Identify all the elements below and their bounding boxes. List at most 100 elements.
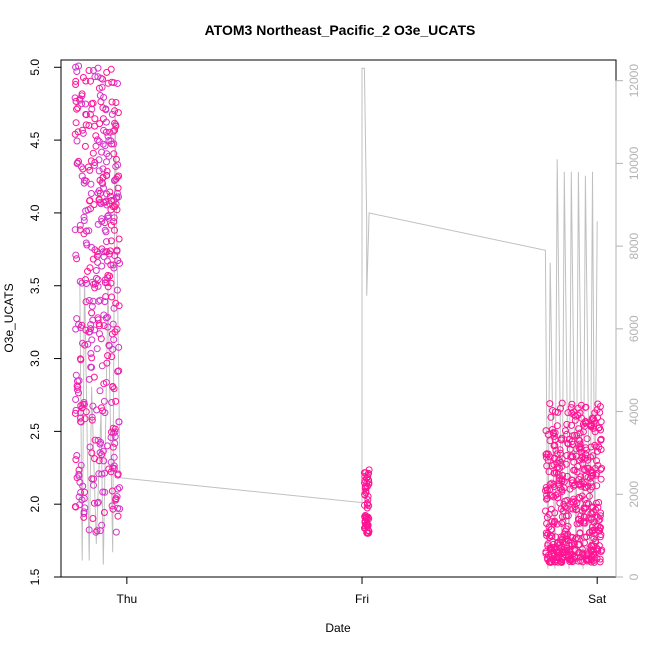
o3-point	[72, 63, 80, 71]
x-tick-label: Thu	[117, 592, 138, 606]
o3-point	[86, 110, 94, 118]
o3-point	[86, 166, 94, 174]
o3-point	[558, 434, 566, 442]
o3-point	[111, 328, 119, 336]
o3-point	[108, 428, 115, 436]
o3-point	[108, 98, 116, 106]
o3-point	[115, 235, 123, 243]
o3-point	[564, 439, 572, 447]
o3-point	[110, 453, 118, 461]
o3-point	[90, 201, 98, 209]
o3-point	[583, 435, 591, 443]
o3-point	[73, 68, 81, 75]
o3-point	[581, 539, 588, 547]
o3-point	[548, 546, 556, 554]
o3-point	[98, 148, 106, 156]
o3-point	[98, 262, 106, 270]
o3-point	[115, 343, 123, 351]
o3-point	[76, 501, 84, 509]
o3-point	[94, 498, 102, 506]
o3-point	[82, 280, 90, 287]
o3-point	[71, 226, 79, 234]
o3-point	[109, 443, 117, 451]
o3-point	[104, 274, 112, 282]
o3-point	[95, 187, 103, 195]
o3-point	[549, 407, 557, 414]
o3-point	[92, 142, 100, 150]
o3-point	[563, 420, 571, 428]
o3-point	[101, 488, 109, 496]
o3-point	[548, 479, 556, 487]
o3-point	[78, 126, 86, 134]
o3-point	[100, 457, 108, 465]
o3-point	[557, 505, 565, 513]
o3-point	[94, 258, 102, 266]
o3-point	[107, 65, 115, 73]
o3-point	[85, 526, 93, 534]
o3-point	[563, 472, 571, 480]
o3-point	[105, 137, 113, 144]
o3-point	[572, 445, 580, 453]
o3-point	[112, 99, 120, 106]
o3-point	[111, 107, 119, 115]
o3-point	[589, 452, 597, 460]
o3-point	[103, 158, 110, 166]
o3-point	[583, 446, 590, 454]
o3-point	[543, 513, 551, 521]
o3-point	[96, 296, 104, 304]
o3-point	[569, 441, 577, 448]
o3-point	[546, 453, 554, 461]
o3-point	[544, 530, 552, 537]
o3-point	[114, 504, 122, 512]
o3-point	[76, 221, 84, 229]
o3-point	[109, 345, 117, 353]
o3-point	[550, 518, 558, 526]
o3-point	[113, 193, 121, 201]
o3-point	[91, 115, 99, 123]
o3-point	[566, 505, 574, 513]
o3-point	[559, 518, 567, 526]
o3-point	[101, 298, 109, 306]
o3-point	[582, 403, 590, 411]
o3-point	[104, 212, 112, 219]
o3-point	[558, 486, 566, 494]
o3-point	[553, 459, 561, 467]
y2-tick-label: 0	[627, 573, 641, 580]
o3-point	[364, 521, 372, 529]
o3-point	[113, 206, 121, 214]
o3-point	[109, 320, 117, 328]
o3-point	[72, 325, 80, 333]
o3-point	[569, 453, 577, 461]
o3-point	[571, 554, 579, 561]
o3-point	[110, 336, 118, 344]
o3-point	[365, 476, 373, 484]
o3-point	[576, 440, 584, 448]
o3-point	[88, 475, 96, 483]
o3-point	[548, 492, 555, 500]
o3-point	[558, 475, 566, 483]
o3-point	[83, 227, 90, 235]
o3-point	[93, 274, 100, 282]
o3-point	[78, 279, 86, 287]
o3-point	[80, 217, 88, 224]
o3-point	[89, 402, 97, 410]
o3-point	[577, 473, 585, 481]
x-axis-label: Date	[325, 621, 351, 635]
o3-point	[80, 213, 88, 221]
o3-point	[114, 184, 122, 192]
o3-point	[550, 550, 558, 558]
o3-point	[89, 515, 97, 522]
o3-point	[110, 462, 118, 470]
o3-point	[107, 237, 115, 245]
o3-point	[89, 149, 97, 157]
o3-point	[73, 137, 81, 145]
o3-point	[575, 515, 582, 523]
o3-point	[101, 409, 109, 417]
o3-point	[97, 335, 105, 343]
o3-point	[75, 472, 83, 480]
o3-point	[87, 190, 95, 197]
o3-point	[87, 350, 95, 357]
o3-point	[595, 517, 603, 525]
o3-point	[88, 243, 96, 251]
o3-point	[547, 505, 555, 513]
